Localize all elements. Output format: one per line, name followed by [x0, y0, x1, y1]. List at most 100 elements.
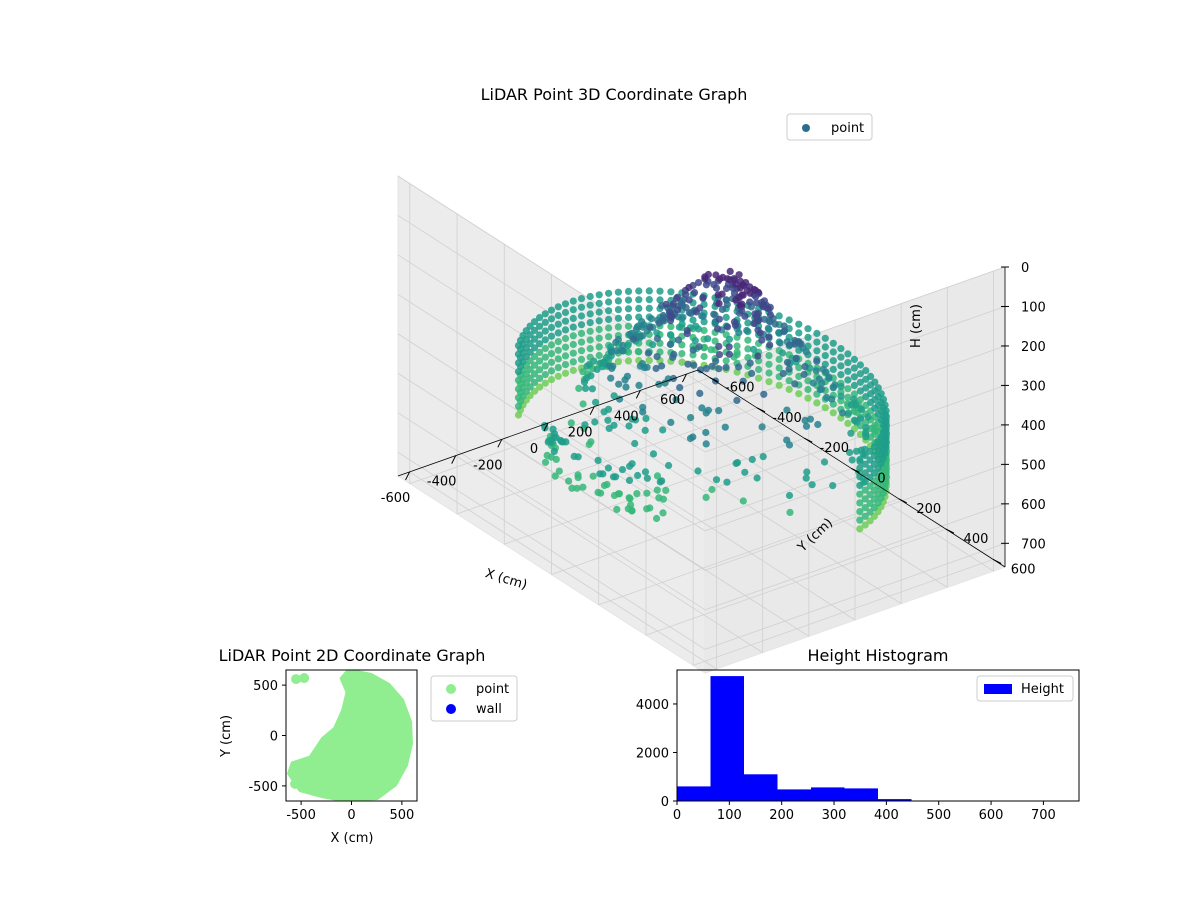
point-3d — [715, 299, 723, 308]
point-3d — [569, 340, 577, 349]
point-3d — [700, 343, 709, 351]
point-3d — [610, 392, 618, 400]
point-3d — [624, 357, 633, 365]
point-3d — [722, 363, 730, 371]
point-3d — [689, 316, 697, 324]
point-2d — [290, 778, 301, 789]
point-3d — [536, 383, 544, 391]
point-3d — [531, 326, 539, 334]
point-3d — [631, 439, 639, 448]
y-tick-label: -400 — [772, 411, 802, 426]
gridline — [704, 424, 1006, 532]
point-3d — [870, 443, 879, 451]
point-3d — [708, 485, 716, 494]
chart-2d-ylabel: Y (cm) — [219, 715, 234, 758]
point-3d — [605, 362, 614, 370]
point-3d — [746, 283, 754, 291]
point-3d — [759, 303, 767, 311]
histogram-bar — [777, 789, 811, 801]
point-3d — [622, 383, 630, 391]
point-3d — [809, 379, 817, 387]
x-tick — [589, 406, 595, 415]
chart-3d-title: LiDAR Point 3D Coordinate Graph — [481, 85, 748, 104]
point-3d — [795, 364, 803, 372]
z-tick-label: 200 — [1021, 340, 1046, 355]
point-3d — [541, 327, 549, 335]
point-3d — [800, 370, 808, 379]
point-3d — [861, 451, 869, 460]
point-3d — [634, 471, 642, 480]
point-3d — [614, 297, 623, 305]
point-3d — [856, 490, 864, 498]
point-3d — [715, 407, 723, 415]
x-tick — [682, 373, 687, 383]
chart-2d-ticks: -500 0 500 -500 0 500 — [248, 679, 414, 823]
chart-3d-points — [514, 267, 891, 533]
z-tick-label: 300 — [1021, 379, 1046, 394]
point-3d — [813, 347, 821, 355]
y-tick-label: 4000 — [636, 698, 669, 713]
point-3d — [633, 490, 641, 498]
point-3d — [635, 287, 643, 295]
point-3d — [554, 329, 562, 337]
point-3d — [704, 406, 713, 414]
point-3d — [690, 289, 699, 297]
point-3d — [847, 429, 855, 437]
point-3d — [561, 361, 570, 369]
point-3d — [700, 352, 708, 361]
point-3d — [569, 349, 577, 357]
point-3d — [590, 357, 598, 365]
point-3d — [862, 433, 870, 441]
point-3d — [711, 337, 719, 345]
y-tick-label: 200 — [916, 502, 941, 517]
point-3d — [858, 405, 866, 413]
point-3d — [733, 396, 741, 404]
point-3d — [850, 395, 858, 403]
point-3d — [753, 474, 761, 482]
point-3d — [687, 414, 695, 422]
point-3d — [804, 394, 812, 402]
point-3d — [541, 336, 549, 344]
point-3d — [848, 456, 856, 464]
point-3d — [866, 465, 874, 473]
point-3d — [813, 329, 821, 337]
point-3d — [607, 374, 615, 382]
point-3d — [621, 376, 629, 384]
chart-3d-zlabel: H (cm) — [909, 304, 924, 348]
point-3d — [536, 366, 544, 374]
histogram-ticks: 0 100 200 300 400 500 600 700 0 2000 4000 — [636, 698, 1056, 823]
point-3d — [714, 325, 722, 333]
point-3d — [813, 357, 821, 365]
point-3d — [554, 355, 562, 363]
point-3d — [619, 347, 627, 355]
point-3d — [812, 367, 820, 375]
point-3d — [743, 326, 751, 335]
point-3d — [632, 416, 640, 424]
point-3d — [666, 340, 674, 349]
y-tick-label: 0 — [877, 472, 885, 487]
point-3d — [514, 385, 523, 393]
point-3d — [592, 398, 600, 406]
point-3d — [541, 362, 549, 370]
point-3d — [775, 381, 783, 389]
point-3d — [605, 333, 613, 341]
point-3d — [856, 481, 864, 490]
histogram-legend-swatch — [984, 684, 1012, 694]
point-3d — [604, 416, 612, 424]
chart-2d-legend-label-wall: wall — [476, 702, 502, 717]
point-3d — [554, 338, 562, 346]
point-3d — [567, 419, 575, 427]
chart-2d-title: LiDAR Point 2D Coordinate Graph — [219, 646, 486, 665]
point-3d — [514, 376, 523, 384]
point-3d — [569, 297, 577, 305]
x-tick-label: -600 — [381, 491, 411, 506]
point-3d — [795, 329, 803, 337]
point-3d — [554, 372, 562, 380]
point-3d — [856, 508, 864, 516]
point-3d — [577, 329, 586, 337]
point-3d — [754, 352, 762, 360]
point-3d — [862, 367, 870, 375]
y-tick-label: -500 — [248, 780, 278, 795]
point-3d — [806, 415, 815, 423]
point-3d — [804, 385, 812, 394]
